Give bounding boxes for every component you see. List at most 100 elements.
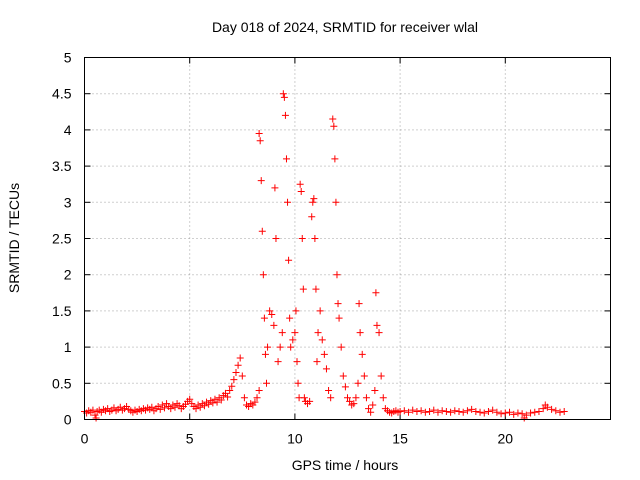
y-axis-title: SRMTID / TECUs [6, 183, 22, 293]
data-point [360, 372, 368, 380]
data-point [213, 398, 221, 406]
chart-title: Day 018 of 2024, SRMTID for receiver wla… [212, 19, 478, 35]
x-tick-label: 0 [81, 431, 89, 447]
data-point [171, 403, 179, 411]
x-axis-title: GPS time / hours [292, 457, 399, 473]
x-tick-label: 5 [186, 431, 194, 447]
y-tick-label: 0 [64, 412, 72, 428]
data-point [455, 408, 463, 416]
data-point [451, 407, 459, 415]
y-tick-label: 4.5 [52, 86, 72, 102]
data-point [322, 365, 330, 373]
data-points [81, 90, 568, 422]
data-point [527, 409, 535, 417]
data-point [316, 307, 324, 315]
data-point [284, 198, 292, 206]
data-point [285, 256, 293, 264]
data-point [472, 408, 480, 416]
data-point [373, 321, 381, 329]
data-point [430, 406, 438, 414]
data-point [91, 411, 99, 419]
data-point [148, 403, 156, 411]
data-point [234, 361, 242, 369]
data-point [282, 155, 290, 163]
data-point [327, 394, 335, 402]
data-point [548, 405, 556, 413]
data-point [350, 400, 358, 408]
data-point [313, 358, 321, 366]
data-point [297, 187, 305, 195]
y-tick-label: 4 [64, 122, 72, 138]
data-point [560, 408, 568, 416]
data-point [318, 336, 326, 344]
data-point [341, 383, 349, 391]
data-point [236, 354, 244, 362]
data-point [232, 368, 240, 376]
data-point [258, 227, 266, 235]
axis-ticks [84, 57, 611, 420]
data-point [372, 289, 380, 297]
data-point [311, 235, 319, 242]
data-point [355, 300, 363, 308]
data-point [270, 321, 278, 329]
data-point [421, 408, 429, 416]
data-point [310, 195, 318, 203]
data-point [281, 111, 289, 119]
y-tick-label: 1.5 [52, 303, 72, 319]
data-point [292, 307, 300, 315]
data-point [356, 329, 364, 337]
data-point [497, 410, 505, 418]
data-point [506, 408, 514, 416]
data-point [459, 408, 467, 416]
data-point [375, 329, 383, 337]
y-tick-label: 2 [64, 267, 72, 283]
data-point [396, 408, 404, 416]
data-point [209, 399, 217, 407]
data-point [463, 407, 471, 415]
data-point [335, 314, 343, 322]
data-point [434, 408, 442, 416]
data-point [480, 409, 488, 417]
data-point [493, 408, 501, 416]
data-point [308, 213, 316, 221]
data-point [325, 387, 333, 395]
data-point [256, 137, 264, 145]
data-point [240, 394, 248, 402]
data-point [186, 395, 194, 403]
data-point [238, 372, 246, 380]
data-point [196, 403, 204, 411]
data-point [287, 343, 295, 351]
data-point [160, 404, 168, 412]
data-point [344, 394, 351, 402]
data-point [531, 408, 539, 416]
data-point [337, 343, 345, 351]
data-point [346, 397, 354, 405]
data-point [476, 408, 484, 416]
data-point [501, 409, 509, 417]
data-point [200, 402, 208, 410]
data-point [278, 329, 286, 337]
data-point [260, 314, 268, 322]
data-point [522, 411, 530, 419]
data-point [405, 408, 413, 416]
data-point [333, 271, 341, 279]
data-point [264, 343, 272, 351]
data-point [261, 350, 269, 358]
data-point [255, 130, 263, 138]
data-point [367, 408, 375, 416]
data-point [259, 271, 267, 279]
data-point [299, 285, 307, 293]
data-point [539, 405, 547, 413]
data-point [228, 382, 236, 390]
y-tick-labels: 0 0.5 1 1.5 2 2.5 3 3.5 4 4.5 5 [52, 50, 72, 428]
x-tick-label: 10 [287, 431, 303, 447]
data-point [192, 405, 200, 413]
data-point [306, 397, 314, 405]
x-tick-label: 20 [498, 431, 514, 447]
data-point [205, 400, 213, 408]
data-point [354, 379, 362, 387]
data-point [217, 396, 225, 404]
data-point [514, 409, 522, 417]
data-point [156, 405, 164, 413]
